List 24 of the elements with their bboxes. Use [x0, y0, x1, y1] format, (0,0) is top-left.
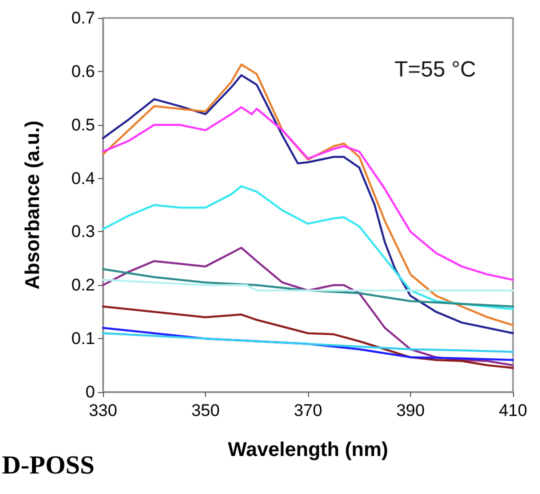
x-tick-label: 370: [294, 401, 322, 420]
annotation: T=55 °C: [394, 56, 476, 82]
line-series: [102, 306, 514, 369]
line-series: [102, 106, 514, 281]
y-tick-label: 0.7: [71, 8, 95, 28]
x-tick-label: 390: [396, 401, 425, 420]
line-series: [102, 246, 514, 366]
y-tick-label: 0.1: [71, 329, 95, 348]
line-series: [102, 278, 514, 292]
x-axis-title: Wavelength (nm): [228, 439, 388, 461]
y-tick-label: 0.2: [71, 276, 95, 295]
x-tick-label: 350: [191, 401, 220, 420]
y-tick-label: 0.4: [71, 168, 95, 188]
line-series: [102, 268, 514, 308]
y-tick-label: 0.3: [71, 222, 95, 242]
y-tick-label: 0.5: [71, 115, 95, 134]
x-tick-label: 330: [88, 401, 118, 420]
x-tick-label: 410: [498, 401, 528, 420]
line-series: [102, 185, 514, 310]
line-series: [102, 332, 514, 353]
y-tick-label: 0: [86, 382, 95, 402]
y-axis-title: Absorbance (a.u.): [22, 120, 44, 290]
text: D-POSS: [2, 450, 94, 480]
y-tick-label: 0.6: [71, 62, 95, 81]
